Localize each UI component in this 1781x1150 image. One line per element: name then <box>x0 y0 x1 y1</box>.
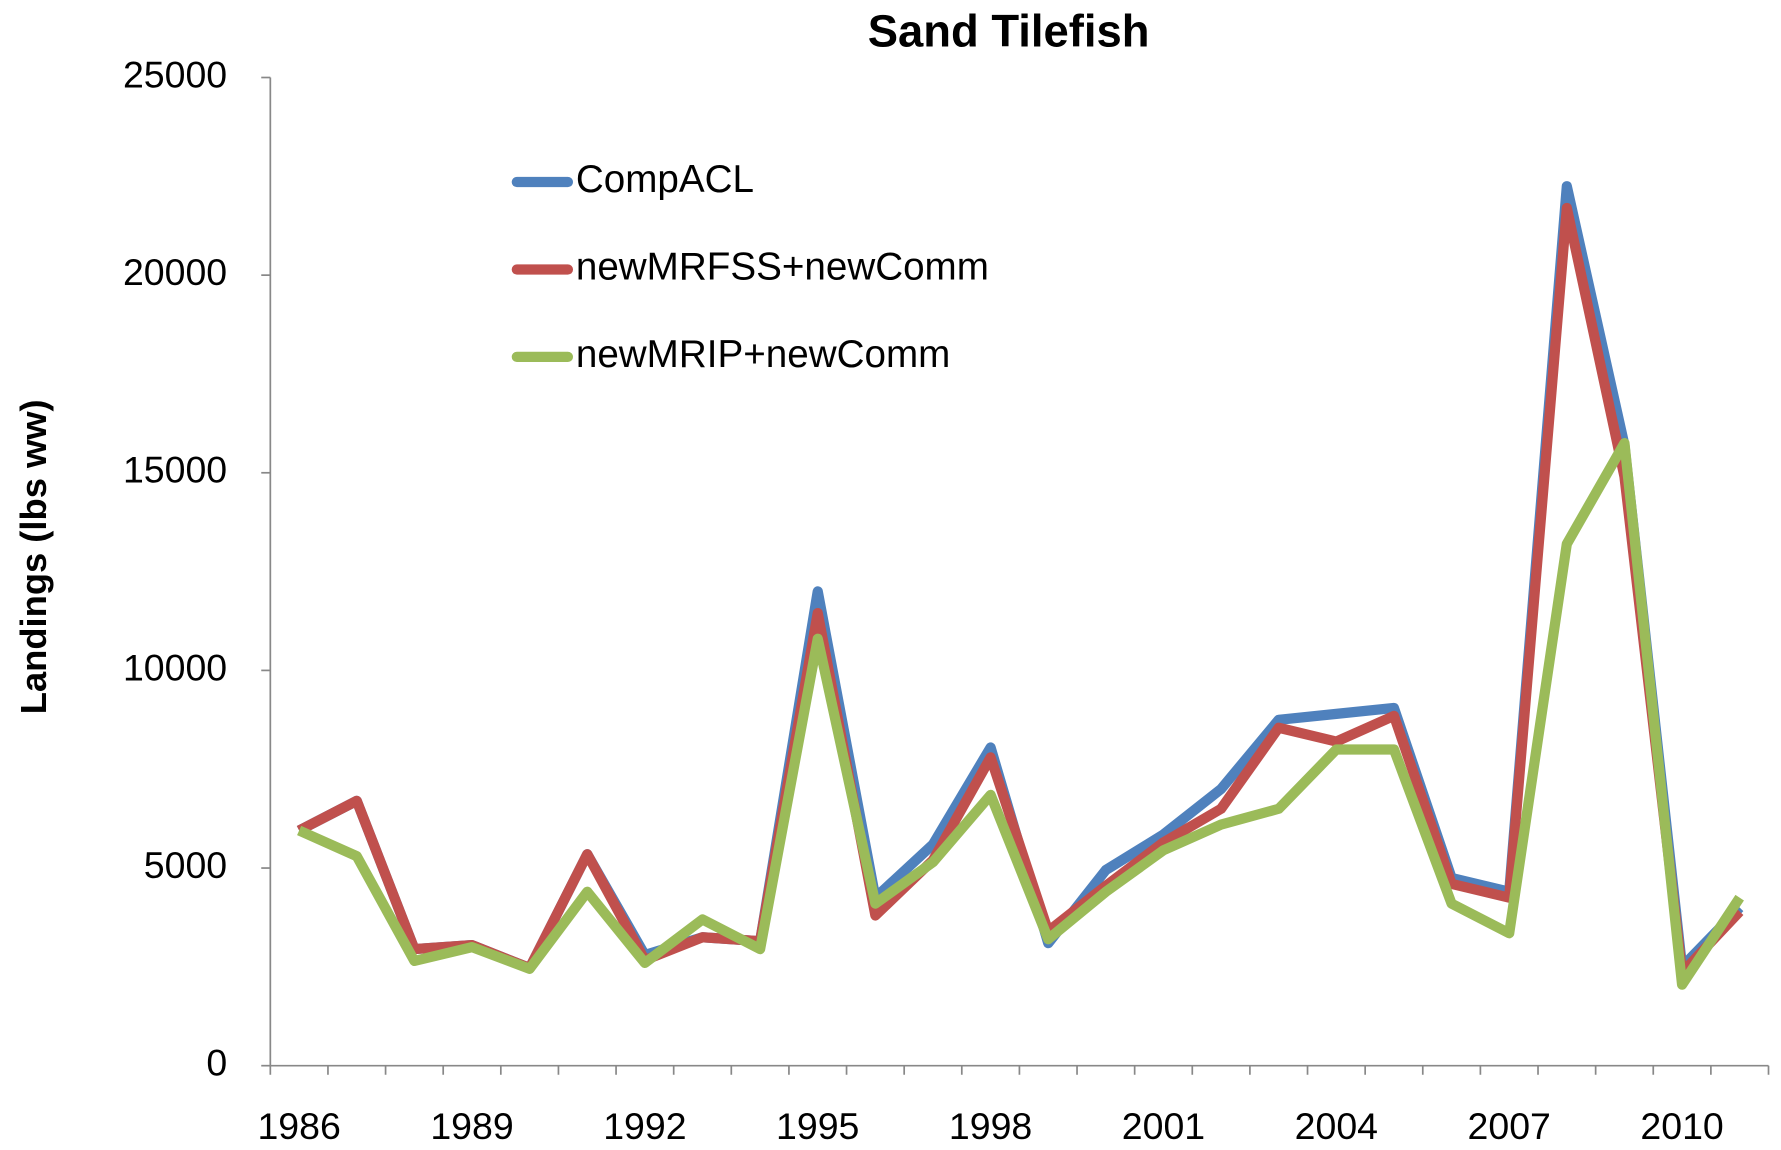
x-tick-label: 2007 <box>1468 1105 1551 1147</box>
y-axis-label: Landings (lbs ww) <box>13 399 54 714</box>
y-tick-label: 15000 <box>123 449 227 491</box>
y-tick-label: 10000 <box>123 646 227 688</box>
legend-label: newMRFSS+newComm <box>576 246 989 289</box>
y-tick-label: 0 <box>206 1042 227 1084</box>
x-tick-label: 2004 <box>1295 1105 1378 1147</box>
legend-label: newMRIP+newComm <box>576 333 950 376</box>
legend-label: CompACL <box>576 158 754 201</box>
chart-title: Sand Tilefish <box>868 5 1150 56</box>
x-tick-label: 1992 <box>603 1105 686 1147</box>
x-tick-label: 1986 <box>257 1105 340 1147</box>
x-tick-label: 1998 <box>949 1105 1032 1147</box>
x-tick-label: 2001 <box>1122 1105 1205 1147</box>
x-tick-label: 1995 <box>776 1105 859 1147</box>
y-tick-label: 20000 <box>123 251 227 293</box>
y-tick-label: 5000 <box>144 844 227 886</box>
y-tick-label: 25000 <box>123 53 227 95</box>
x-tick-label: 1989 <box>430 1105 513 1147</box>
series-line <box>297 438 1744 990</box>
x-tick-label: 2010 <box>1640 1105 1723 1147</box>
